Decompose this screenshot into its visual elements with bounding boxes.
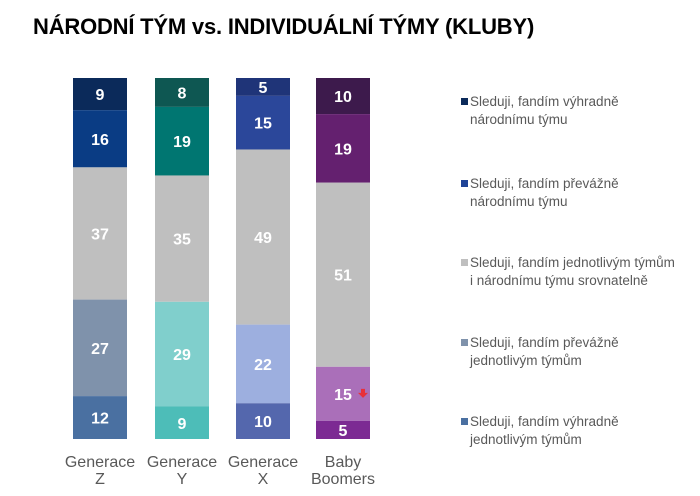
- legend-item: Sleduji, fandím výhradně jednotlivým tým…: [461, 413, 650, 449]
- bar-segment: [73, 78, 127, 111]
- data-label: 9: [96, 87, 105, 104]
- legend-item: Sleduji, fandím převážně jednotlivým tým…: [461, 334, 650, 370]
- bar-segment: [155, 175, 209, 302]
- bar-segment: [236, 95, 290, 150]
- data-label: 35: [173, 232, 191, 249]
- category-label: Generace: [147, 454, 217, 471]
- data-label: 10: [334, 89, 352, 106]
- legend-label: Sleduji, fandím převážně národnímu týmu: [470, 176, 619, 209]
- data-label: 51: [334, 268, 352, 285]
- bar-segment: [155, 106, 209, 176]
- bar-segment: [155, 406, 209, 439]
- legend-label: Sleduji, fandím jednotlivým týmům i náro…: [470, 255, 675, 288]
- down-arrow-icon: [358, 388, 368, 398]
- data-label: 29: [173, 347, 191, 364]
- data-label: 19: [173, 134, 191, 151]
- bar-segment: [73, 299, 127, 397]
- bar-segment: [236, 149, 290, 325]
- bar-segment: [73, 396, 127, 439]
- data-label: 16: [91, 132, 109, 149]
- bar-segment: [316, 420, 370, 439]
- data-label: 15: [334, 387, 352, 404]
- data-label: 27: [91, 341, 109, 358]
- category-label: Boomers: [311, 471, 375, 488]
- data-label: 22: [254, 357, 272, 374]
- data-label: 37: [91, 226, 109, 243]
- category-label: Generace: [228, 454, 298, 471]
- data-label: 5: [259, 80, 268, 97]
- data-label: 9: [178, 416, 187, 433]
- legend-label: Sleduji, fandím převážně jednotlivým tým…: [470, 335, 619, 368]
- bar-segment: [73, 110, 127, 168]
- legend-swatch: [461, 180, 468, 187]
- data-label: 49: [254, 230, 272, 247]
- bar-segment: [155, 78, 209, 107]
- bar-segment: [236, 78, 290, 96]
- bar-segment: [236, 403, 290, 439]
- bar-segment: [316, 182, 370, 367]
- legend-swatch: [461, 339, 468, 346]
- legend-label: Sleduji, fandím výhradně jednotlivým tým…: [470, 414, 619, 447]
- bar-segment: [236, 324, 290, 404]
- data-label: 5: [339, 423, 348, 440]
- category-label: Generace: [65, 454, 135, 471]
- category-label: Baby: [325, 454, 361, 471]
- data-label: 12: [91, 411, 109, 428]
- plot-area: 916372712GeneraceZ81935299GeneraceY51549…: [65, 78, 375, 488]
- legend-item: Sleduji, fandím jednotlivým týmům i náro…: [461, 254, 680, 290]
- chart-title: NÁRODNÍ TÝM vs. INDIVIDUÁLNÍ TÝMY (KLUBY…: [33, 14, 535, 39]
- data-label: 8: [178, 85, 187, 102]
- legend-swatch: [461, 259, 468, 266]
- bar-segment: [316, 78, 370, 115]
- legend-item: Sleduji, fandím výhradně národnímu týmu: [461, 93, 650, 129]
- data-label: 10: [254, 414, 272, 431]
- legend-swatch: [461, 98, 468, 105]
- legend-item: Sleduji, fandím převážně národnímu týmu: [461, 175, 650, 211]
- data-label: 19: [334, 141, 352, 158]
- bar-segment: [73, 167, 127, 300]
- data-label: 15: [254, 116, 272, 133]
- legend-swatch: [461, 418, 468, 425]
- category-label: X: [258, 471, 269, 488]
- category-label: Z: [95, 471, 105, 488]
- bar-segment: [316, 114, 370, 183]
- legend-label: Sleduji, fandím výhradně národnímu týmu: [470, 94, 619, 127]
- bar-segment: [155, 301, 209, 407]
- category-label: Y: [177, 471, 188, 488]
